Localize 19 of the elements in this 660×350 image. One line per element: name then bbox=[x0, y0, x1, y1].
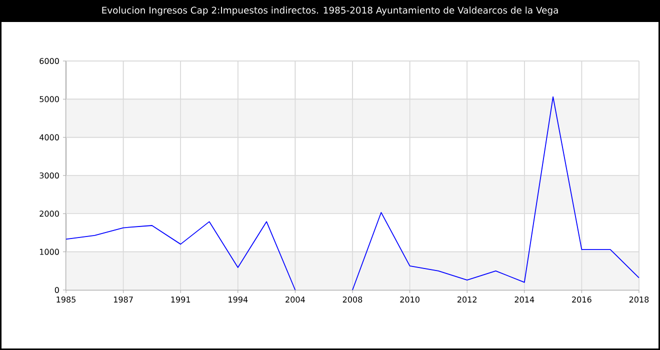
x-tick-label: 2012 bbox=[458, 296, 476, 303]
x-tick-label: 1985 bbox=[56, 296, 76, 303]
y-tick-label: 6000 bbox=[40, 58, 59, 64]
x-tick-label: 1991 bbox=[171, 296, 190, 303]
y-tick-label: 0 bbox=[54, 286, 59, 294]
chart-title: Evolucion Ingresos Cap 2:Impuestos indirectos. 1985-2018 Ayuntamiento de Valdearcos de la Vega bbox=[102, 6, 558, 16]
y-tick-label: 5000 bbox=[40, 96, 59, 102]
x-tick-label: 2018 bbox=[629, 296, 649, 303]
x-tick-label: 2016 bbox=[572, 296, 592, 303]
x-tick-label: 1994 bbox=[228, 296, 248, 303]
x-tick-label: 2004 bbox=[286, 296, 305, 303]
y-tick-label: 2000 bbox=[40, 210, 59, 217]
x-tick-label: 2008 bbox=[342, 296, 362, 303]
x-tick-label: 1987 bbox=[114, 296, 133, 303]
x-tick-label: 2014 bbox=[514, 296, 534, 303]
y-tick-label: 3000 bbox=[40, 172, 59, 179]
y-tick-label: 4000 bbox=[40, 134, 59, 140]
x-tick-label: 2010 bbox=[400, 296, 420, 303]
y-tick-label: 1000 bbox=[40, 248, 59, 255]
